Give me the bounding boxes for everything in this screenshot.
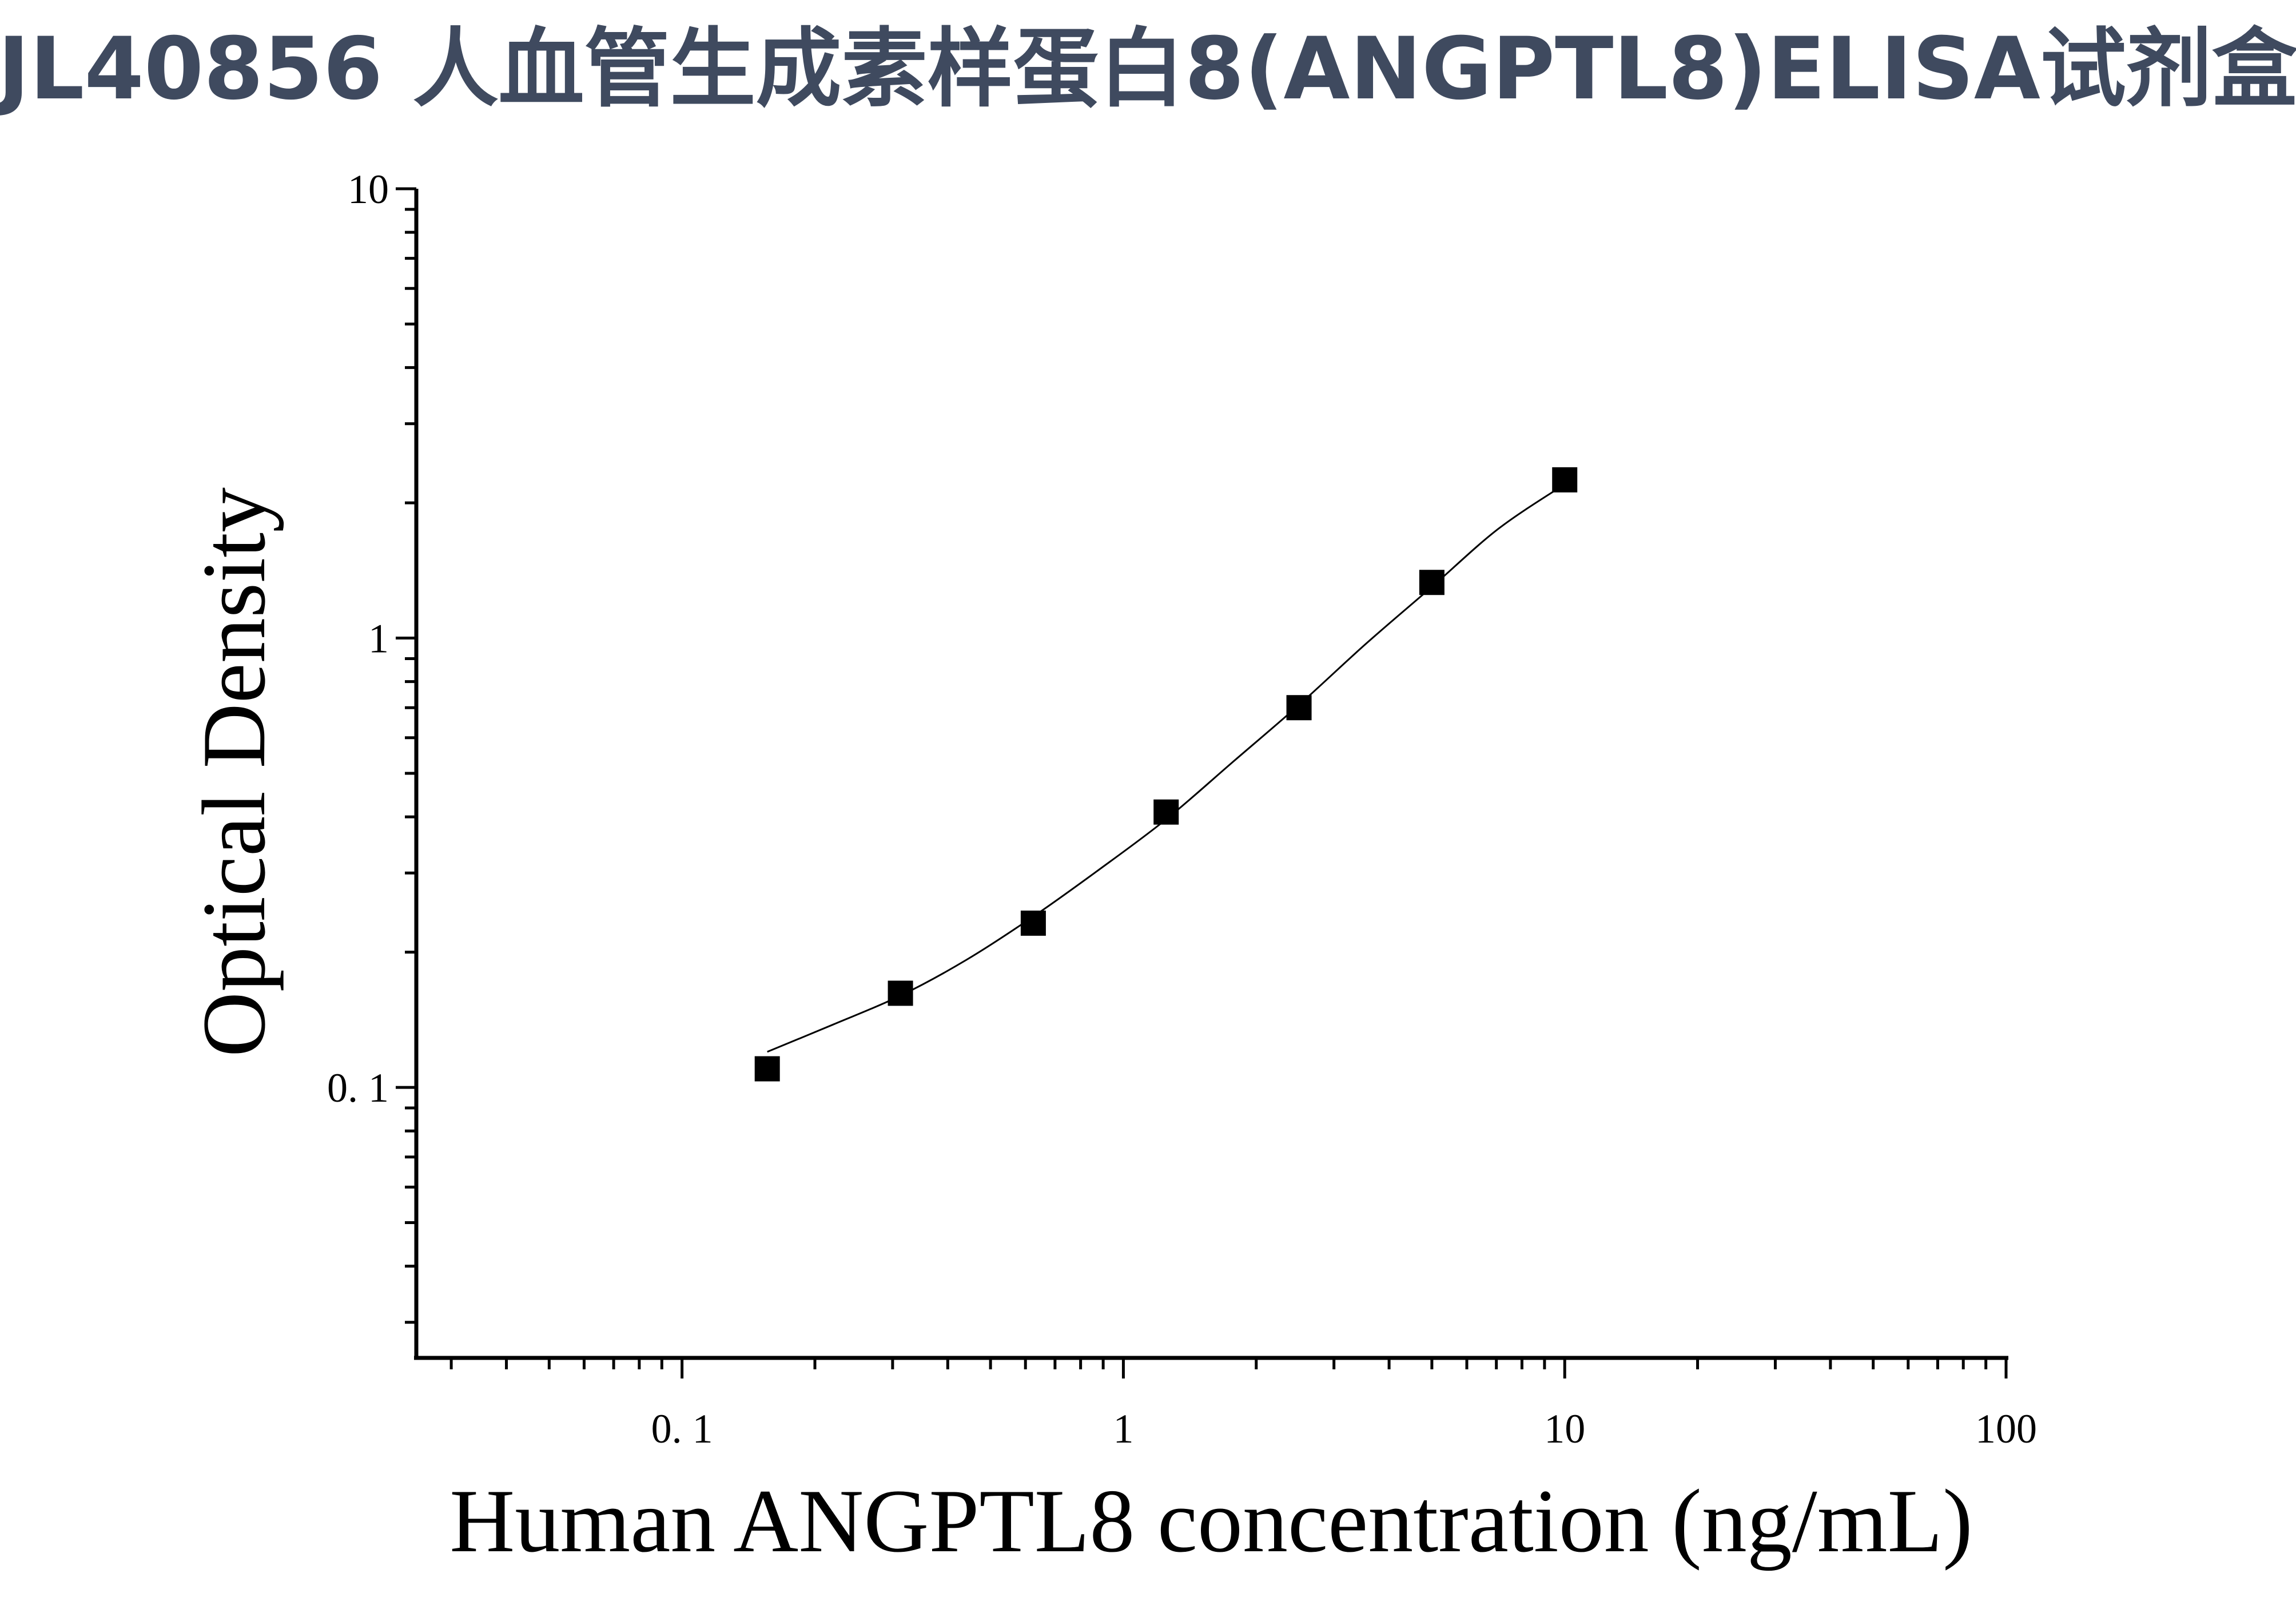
x-tick-label: 10 [1544,1406,1585,1452]
data-points [754,467,1578,1082]
data-point [1419,570,1445,595]
y-axis-label: Optical Density [184,487,284,1057]
y-tick-label: 10 [348,166,389,212]
data-point [1153,799,1179,825]
x-tick-label: 100 [1975,1406,2037,1452]
y-tick-labels: 0. 1 1 10 [327,166,389,1111]
y-tick-label: 1 [368,616,389,662]
x-ticks [449,1358,2008,1378]
y-tick-label: 0. 1 [327,1065,389,1111]
x-axis-label: Human ANGPTL8 concentration (ng/mL) [449,1471,1972,1571]
x-tick-label: 0. 1 [651,1406,713,1452]
data-point [1020,910,1046,936]
data-point [1286,695,1312,721]
x-tick-label: 1 [1113,1406,1133,1452]
page-title: JL40856 人血管生成素样蛋白8(ANGPTL8)ELISA试剂盒 [0,19,2296,119]
data-point [754,1056,780,1082]
data-point [888,980,913,1006]
data-point [1552,467,1578,492]
x-tick-labels: 0. 1 1 10 100 [651,1406,2037,1452]
y-ticks [396,187,416,1324]
